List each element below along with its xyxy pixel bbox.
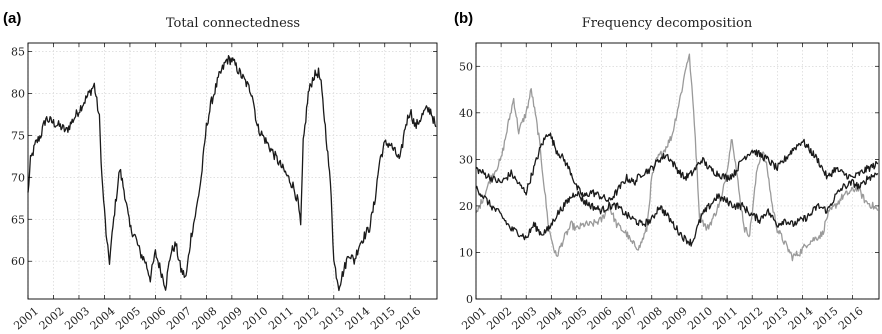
panel-b-plot-frame [475, 42, 880, 300]
panel-b-series-line-2 [475, 132, 879, 203]
panel-b-x-tick-label: 2013 [761, 304, 791, 332]
panel-a-y-tick-label: 60 [11, 255, 25, 268]
panel-a-y-tick-label: 65 [11, 213, 25, 226]
panel-b-series-line-3 [475, 172, 879, 247]
panel-b-y-tick-label: 0 [466, 293, 473, 306]
panel-b-x-tick-label: 2010 [685, 304, 715, 332]
panel-a-x-tick-label: 2002 [37, 304, 67, 332]
panel-a-x-tick-label: 2014 [343, 304, 373, 332]
panel-a-x-tick-label: 2001 [11, 304, 41, 332]
panel-b-x-tick-label: 2014 [786, 304, 816, 332]
panel-a-x-tick-label: 2013 [317, 304, 347, 332]
panel-b-x-tick-label: 2012 [735, 304, 765, 332]
panel-b-y-tick-label: 50 [459, 60, 473, 73]
panel-a-y-tick-label: 75 [11, 129, 25, 142]
panel-a-x-tick-label: 2007 [164, 304, 194, 332]
panel-a-y-tick-label: 85 [11, 45, 25, 58]
panel-b-x-tick-label: 2001 [459, 304, 489, 332]
panel-a-x-tick-label: 2009 [215, 304, 245, 332]
panel-a-x-tick-label: 2003 [62, 304, 92, 332]
panel-b-letter: (b) [454, 10, 473, 27]
panel-b-y-tick-label: 20 [459, 200, 473, 213]
panel-a-x-tick-label: 2010 [241, 304, 271, 332]
panel-a-plot-frame [27, 42, 438, 300]
panel-b-x-tick-label: 2002 [484, 304, 514, 332]
panel-a-x-tick-label: 2012 [292, 304, 322, 332]
panel-a-x-tick-label: 2016 [394, 304, 424, 332]
panel-b-x-tick-label: 2005 [560, 304, 590, 332]
panel-a-x-tick-label: 2015 [368, 304, 398, 332]
panel-b-x-tick-label: 2015 [811, 304, 841, 332]
panel-b-title: Frequency decomposition [582, 16, 753, 31]
panel-a-x-tick-label: 2004 [88, 304, 118, 332]
panel-b-series-line-1 [475, 53, 879, 262]
panel-b-y-tick-label: 10 [459, 246, 473, 259]
panel-a-x-tick-label: 2011 [266, 304, 296, 332]
panel-b-x-tick-label: 2016 [836, 304, 866, 332]
panel-a-letter: (a) [3, 10, 21, 27]
panel-b-x-tick-label: 2009 [660, 304, 690, 332]
panel-a-x-tick-label: 2008 [190, 304, 220, 332]
panel-b-chart: 0102030405020012002200320042005200620072… [459, 42, 880, 332]
panel-b-x-tick-label: 2006 [585, 304, 615, 332]
panel-a-y-tick-label: 70 [11, 171, 25, 184]
panel-a-x-tick-label: 2006 [139, 304, 169, 332]
panel-b-y-tick-label: 30 [459, 153, 473, 166]
panel-a-series-line-1 [27, 55, 437, 292]
panel-a-title: Total connectedness [166, 16, 300, 31]
panel-a-y-tick-label: 80 [11, 87, 25, 100]
panel-b-x-tick-label: 2008 [635, 304, 665, 332]
panel-b-y-tick-label: 40 [459, 107, 473, 120]
panel-b-x-tick-label: 2007 [610, 304, 640, 332]
panel-a-x-tick-label: 2005 [113, 304, 143, 332]
panel-b-x-tick-label: 2003 [509, 304, 539, 332]
panel-a-chart: 60 65 70 75 80 85 2001200220032004200520062007… [11, 42, 438, 332]
panel-b-x-tick-label: 2011 [710, 304, 740, 332]
panel-b-x-tick-label: 2004 [535, 304, 565, 332]
